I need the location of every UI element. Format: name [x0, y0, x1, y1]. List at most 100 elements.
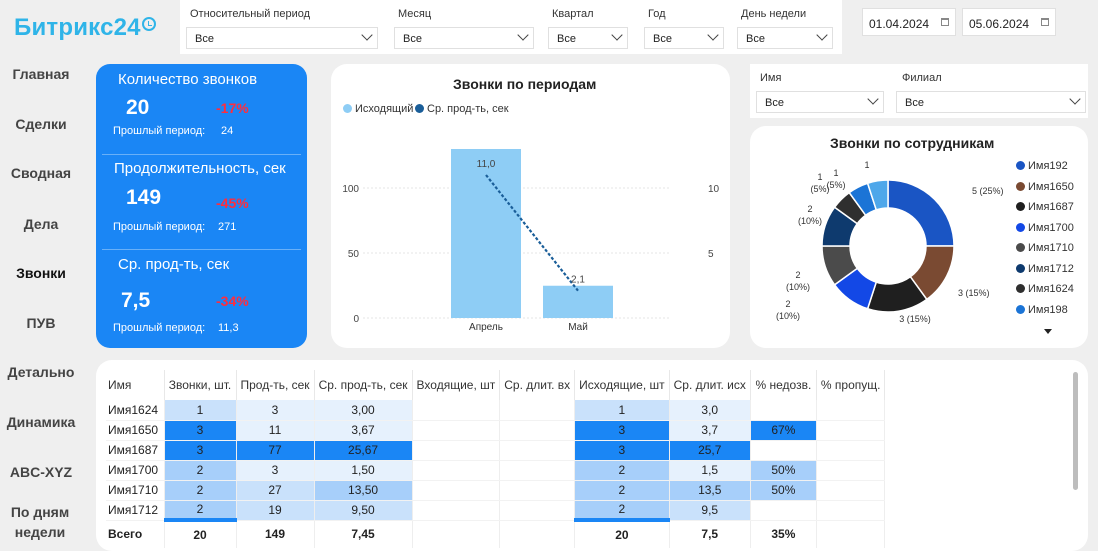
bar-chart: 0 50 100 5 10 Апрель Май 11,0 2,1: [342, 149, 720, 333]
filter-dropdown[interactable]: Все: [548, 27, 628, 49]
legend-dot: [343, 104, 352, 113]
table-cell: [816, 440, 886, 461]
column-header[interactable]: % пропущ.: [816, 370, 886, 400]
slice-label: 5 (25%): [972, 186, 1004, 196]
table-row[interactable]: Имя1710 2 27 13,50 2 13,5 50%: [106, 480, 886, 501]
nav-item-details[interactable]: Детально: [7, 364, 75, 380]
filter-relative-period[interactable]: Относительный период Все: [186, 0, 378, 54]
table-cell: 13,5: [669, 480, 751, 501]
legend-item[interactable]: Ср. прод-ть, сек: [415, 103, 509, 115]
nav-item-main[interactable]: Главная: [12, 66, 70, 82]
nav-item-puv[interactable]: ПУВ: [26, 315, 56, 331]
table-cell: 1: [574, 400, 670, 421]
column-header[interactable]: Имя: [106, 370, 165, 400]
legend-item[interactable]: Имя1710: [1016, 242, 1074, 254]
pie-slice: [887, 179, 955, 247]
table-row[interactable]: Имя1687 3 77 25,67 3 25,7: [106, 440, 886, 461]
table-cell: 9,50: [314, 500, 413, 521]
table-total-cell: [816, 520, 886, 548]
legend-label: Имя192: [1028, 160, 1068, 172]
legend-item[interactable]: Имя198: [1016, 304, 1068, 316]
legend-dot: [1016, 181, 1025, 191]
nav-item-tasks[interactable]: Дела: [23, 216, 59, 232]
legend-item[interactable]: Имя1687: [1016, 201, 1074, 213]
table-cell: [750, 400, 817, 421]
filter-quarter[interactable]: Квартал Все: [548, 0, 628, 54]
legend-item[interactable]: Имя1700: [1016, 222, 1074, 234]
table-cell: [412, 500, 501, 521]
table-row[interactable]: Имя1650 3 11 3,67 3 3,7 67%: [106, 420, 886, 441]
legend-item[interactable]: Исходящий: [343, 103, 413, 115]
slice-label: 1 (5%): [826, 168, 845, 190]
filter-dropdown[interactable]: Все: [737, 27, 833, 49]
legend-label: Имя1687: [1028, 201, 1074, 213]
column-header[interactable]: Исходящие, шт: [574, 370, 670, 400]
calendar-icon[interactable]: [1041, 18, 1049, 26]
table-row[interactable]: Имя1624 1 3 3,00 1 3,0: [106, 400, 886, 421]
calendar-icon[interactable]: [941, 18, 949, 26]
filter-weekday[interactable]: День недели Все: [737, 0, 833, 54]
date-to-input[interactable]: 05.06.2024: [962, 8, 1056, 36]
bitrix24-logo: Битрикс24: [14, 14, 156, 42]
table-cell: 3: [574, 440, 670, 461]
slice-label: 2 (10%): [798, 204, 822, 226]
column-header[interactable]: Входящие, шт: [412, 370, 501, 400]
table-row[interactable]: Имя1700 2 3 1,50 2 1,5 50%: [106, 460, 886, 481]
y-tick-label: 50: [348, 249, 360, 260]
column-header[interactable]: Звонки, шт.: [164, 370, 237, 400]
filter-name[interactable]: Имя Все: [750, 64, 884, 118]
legend-item[interactable]: Имя1624: [1016, 283, 1074, 295]
nav-item-dynamics[interactable]: Динамика: [6, 414, 76, 430]
nav-item-deals[interactable]: Сделки: [15, 116, 67, 132]
legend-item[interactable]: Имя1712: [1016, 263, 1074, 275]
table-total-cell: 35%: [750, 520, 817, 548]
table-cell: 11: [236, 420, 315, 441]
filter-month[interactable]: Месяц Все: [394, 0, 534, 54]
legend-item[interactable]: Имя192: [1016, 160, 1068, 172]
bar: [451, 149, 521, 318]
table-cell: 27: [236, 480, 315, 501]
table-cell: 50%: [750, 460, 817, 481]
table-cell: [412, 440, 501, 461]
nav-item-abc-xyz[interactable]: ABC-XYZ: [9, 464, 73, 480]
legend-label: Имя1650: [1028, 180, 1074, 193]
legend-item[interactable]: Имя1650: [1016, 181, 1074, 193]
legend-label: Имя1712: [1028, 262, 1074, 275]
column-header[interactable]: % недозв.: [750, 370, 817, 400]
column-header[interactable]: Прод-ть, сек: [236, 370, 315, 400]
legend-scroll-down-icon[interactable]: [1044, 329, 1052, 334]
chevron-down-icon: [1069, 93, 1081, 105]
nav-item-summary[interactable]: Сводная: [10, 165, 72, 181]
column-header[interactable]: Ср. длит. исх: [669, 370, 751, 400]
table-scrollbar[interactable]: [1073, 372, 1078, 490]
table-cell: Имя1710: [106, 480, 165, 501]
table-cell: 2: [164, 480, 237, 501]
legend-label: Имя1710: [1028, 242, 1074, 254]
data-label: 11,0: [477, 159, 496, 170]
filter-branch[interactable]: Филиал Все: [896, 64, 1086, 118]
date-from-input[interactable]: 01.04.2024: [862, 8, 956, 36]
table-cell: [412, 460, 501, 481]
filter-dropdown[interactable]: Все: [756, 91, 884, 113]
table-row[interactable]: Имя1712 2 19 9,50 2 9,5: [106, 500, 886, 521]
table-cell: [816, 400, 886, 421]
column-header[interactable]: Ср. длит. вх: [499, 370, 576, 400]
filter-dropdown[interactable]: Все: [186, 27, 378, 49]
table-cell: [499, 480, 576, 501]
filter-year[interactable]: Год Все: [644, 0, 724, 54]
chevron-down-icon: [816, 29, 828, 41]
nav-item-calls[interactable]: Звонки: [16, 265, 66, 281]
table-cell: [499, 460, 576, 481]
table-cell: [412, 480, 501, 501]
legend-dot: [1016, 263, 1025, 273]
filter-dropdown[interactable]: Все: [896, 91, 1086, 113]
table-cell: 2: [574, 500, 670, 521]
nav-item-by-weekdays[interactable]: По дням недели: [10, 504, 70, 540]
column-header[interactable]: Ср. прод-ть, сек: [314, 370, 413, 400]
table-cell: [412, 420, 501, 441]
x-tick-label: Апрель: [469, 322, 503, 333]
legend-label: Имя1624: [1028, 283, 1074, 295]
filter-dropdown[interactable]: Все: [644, 27, 724, 49]
filter-dropdown[interactable]: Все: [394, 27, 534, 49]
legend-dot: [415, 104, 424, 113]
